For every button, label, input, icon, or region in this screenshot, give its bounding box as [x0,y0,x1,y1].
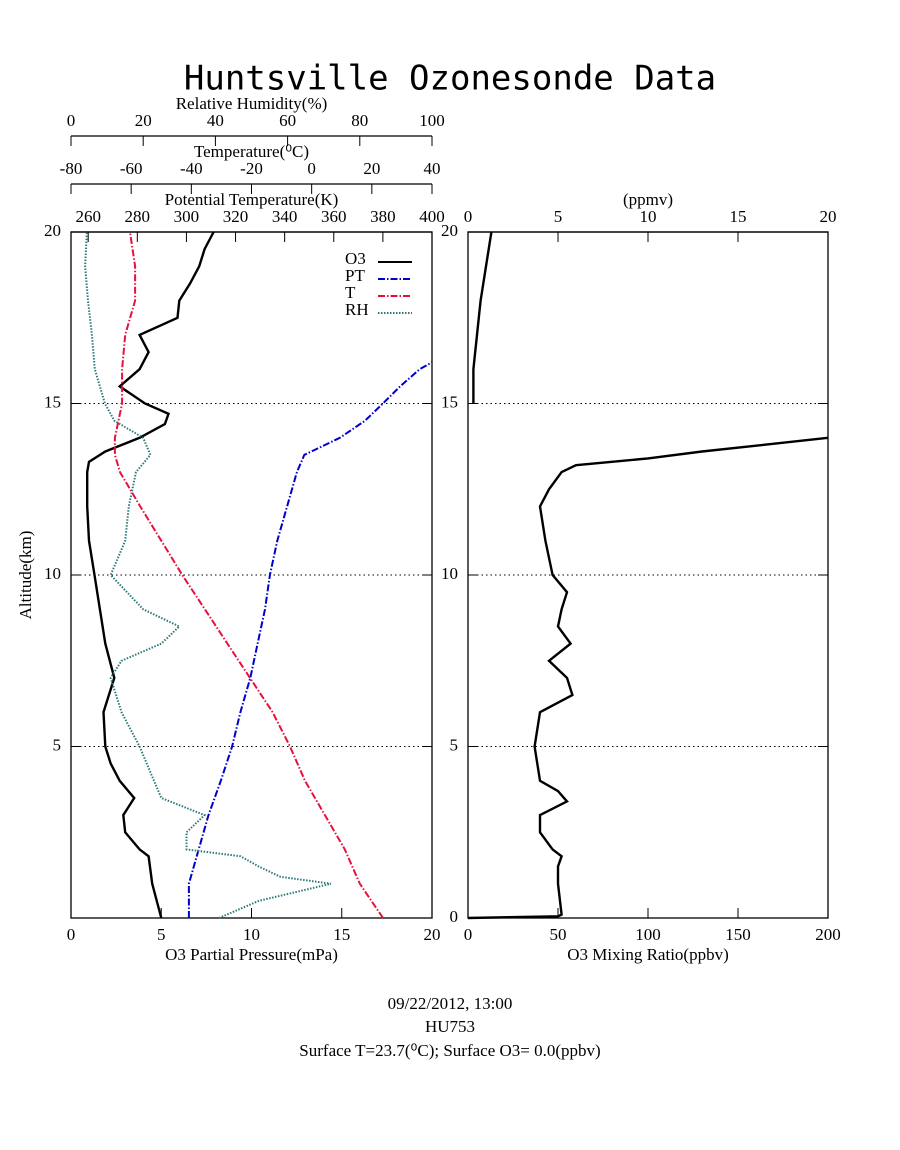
top-tick-label: 300 [174,207,200,226]
top-tick-label: 400 [419,207,445,226]
top-tick-label: -20 [240,159,263,178]
profile-line [467,231,829,920]
top-tick-label: 0 [67,111,76,130]
x-tick-label: 50 [550,925,567,944]
top-tick-label: 40 [424,159,441,178]
top-tick-label: 380 [370,207,396,226]
y-tick-label: 10 [44,564,61,583]
top-axis-label: (ppmv) [623,190,673,209]
y-tick-label: 15 [44,392,61,411]
top-axis-label: Potential Temperature(K) [165,190,339,209]
top-tick-label: -60 [120,159,143,178]
top-tick-label: 0 [464,207,473,226]
top-tick-label: 0 [307,159,316,178]
y-tick-label: 5 [53,735,62,754]
y-tick-label: 20 [441,221,458,240]
y-tick-label: 15 [441,392,458,411]
top-tick-label: 260 [75,207,101,226]
x-axis-label: O3 Partial Pressure(mPa) [165,945,338,964]
chart-title: Huntsville Ozonesonde Data [184,59,716,99]
legend-label: RH [345,300,369,319]
top-tick-label: 20 [820,207,837,226]
y-axis-label: Altitude(km) [16,531,35,620]
top-axis-label: Temperature(⁰C) [194,142,309,161]
x-tick-label: 150 [725,925,751,944]
x-tick-label: 10 [243,925,260,944]
y-tick-label: 10 [441,564,458,583]
x-tick-label: 20 [424,925,441,944]
legend-label: O3 [345,249,366,268]
top-tick-label: 320 [223,207,249,226]
top-tick-label: 80 [351,111,368,130]
x-tick-label: 15 [333,925,350,944]
top-tick-label: 40 [207,111,224,130]
note: 09/22/2012, 13:00 [388,994,513,1013]
x-tick-label: 0 [67,925,76,944]
top-tick-label: 10 [640,207,657,226]
x-axis-label: O3 Mixing Ratio(ppbv) [567,945,729,964]
y-tick-label: 5 [450,735,459,754]
note: HU753 [425,1017,475,1036]
top-tick-label: 100 [419,111,445,130]
x-tick-label: 200 [815,925,841,944]
top-tick-label: 340 [272,207,298,226]
top-tick-label: 20 [363,159,380,178]
profile-line [113,231,384,919]
top-axis-label: Relative Humidity(%) [176,94,328,113]
x-tick-label: 100 [635,925,661,944]
legend-label: PT [345,266,365,285]
note: Surface T=23.7(⁰C); Surface O3= 0.0(ppbv… [299,1041,600,1060]
profile-line [86,231,215,919]
y-tick-label: 0 [450,907,459,926]
top-tick-label: 280 [125,207,151,226]
x-tick-label: 0 [464,925,473,944]
profile-line [187,361,433,918]
profile-line [84,231,332,919]
y-tick-label: 20 [44,221,61,240]
top-tick-label: 60 [279,111,296,130]
top-tick-label: 5 [554,207,563,226]
top-tick-label: 20 [135,111,152,130]
top-tick-label: -80 [60,159,83,178]
x-tick-label: 5 [157,925,166,944]
top-tick-label: 360 [321,207,347,226]
top-tick-label: -40 [180,159,203,178]
top-tick-label: 15 [730,207,747,226]
legend-label: T [345,283,356,302]
